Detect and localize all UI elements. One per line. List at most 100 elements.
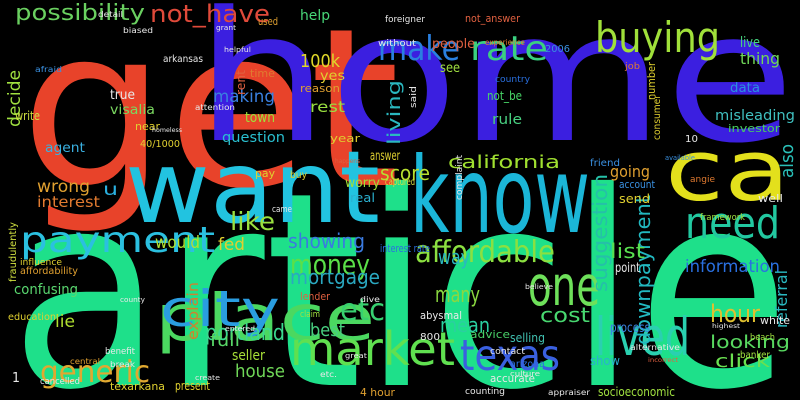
- word: misleading: [715, 108, 795, 124]
- word: detail: [98, 10, 123, 19]
- word: texarkana: [110, 380, 165, 393]
- word: arkansas: [163, 54, 203, 65]
- word: living: [384, 80, 405, 145]
- word: rate: [470, 29, 548, 69]
- word: influence: [20, 258, 62, 268]
- word: full: [210, 330, 240, 351]
- word: making: [213, 87, 275, 107]
- word: also: [777, 144, 798, 178]
- word: write: [15, 109, 40, 123]
- word: happens: [335, 158, 360, 165]
- word: selling: [510, 331, 545, 345]
- word: well: [758, 192, 783, 205]
- word: affordable: [415, 235, 555, 270]
- word: market: [290, 322, 455, 376]
- word: home: [195, 0, 795, 183]
- word: question: [222, 130, 285, 146]
- word: cost: [540, 303, 590, 327]
- word: pay: [255, 167, 275, 180]
- word: number: [645, 62, 658, 100]
- word: fraudulently: [8, 222, 19, 282]
- word: information: [685, 257, 780, 277]
- word: came: [272, 205, 292, 215]
- word: benefit: [105, 347, 135, 357]
- word: way: [438, 245, 470, 269]
- word: worry: [345, 176, 380, 191]
- word: like: [230, 207, 275, 236]
- word: near: [135, 120, 160, 133]
- word: grant: [216, 24, 236, 32]
- word: friend: [590, 158, 620, 169]
- word: buy: [290, 170, 307, 181]
- word: angie: [690, 175, 715, 185]
- word: county: [120, 296, 145, 304]
- word: account: [619, 178, 656, 191]
- word: place: [155, 282, 375, 356]
- word: 4 hour: [360, 386, 395, 399]
- word: texas: [460, 331, 560, 381]
- word: data: [730, 81, 760, 96]
- word: dive: [360, 295, 380, 304]
- word: ca: [665, 122, 790, 221]
- word: fed: [218, 235, 245, 255]
- word: interest: [37, 193, 100, 211]
- word: central: [70, 357, 100, 366]
- word: mortgage: [290, 265, 380, 289]
- word: lie: [55, 312, 75, 332]
- word: send: [619, 192, 650, 206]
- word: incorrect: [648, 357, 679, 364]
- word: homeless: [152, 127, 182, 134]
- word: present: [175, 379, 210, 393]
- word: portland: [205, 321, 285, 346]
- word: banker: [740, 350, 771, 361]
- word: referral: [772, 270, 791, 328]
- word: white: [760, 314, 790, 327]
- word: etc.: [320, 370, 337, 379]
- word: showing: [288, 229, 365, 253]
- word: get: [20, 0, 400, 237]
- word: city: [160, 280, 280, 338]
- word: rule: [492, 112, 522, 128]
- word: interest rate: [380, 242, 430, 255]
- word: culture: [510, 370, 540, 378]
- word: real: [350, 191, 375, 205]
- word: available: [665, 154, 695, 162]
- word: 10: [685, 134, 698, 145]
- word: agent: [45, 141, 85, 156]
- word: said: [409, 86, 419, 108]
- word: reason: [300, 82, 340, 95]
- word: affordability: [20, 266, 78, 277]
- word: hour: [710, 300, 760, 328]
- word: looking: [710, 332, 790, 353]
- word: country: [495, 75, 531, 85]
- word: entered: [225, 325, 255, 333]
- word: not_have: [150, 0, 270, 28]
- word: want: [125, 129, 380, 246]
- word: wrong: [37, 177, 90, 197]
- word: seller: [232, 348, 265, 364]
- word: advice: [470, 328, 510, 341]
- word: house: [235, 361, 285, 382]
- word: buying: [595, 13, 720, 62]
- word: people: [432, 37, 475, 52]
- word: etc: [340, 293, 385, 328]
- word: answer: [370, 149, 400, 164]
- word: contact: [490, 347, 525, 357]
- word: help: [300, 8, 330, 24]
- word: socioeconomic: [598, 385, 675, 399]
- word: mean: [440, 313, 490, 337]
- word: education: [8, 312, 56, 323]
- word: appraiser: [548, 388, 591, 397]
- word: town: [245, 110, 275, 126]
- word: alternative: [630, 343, 680, 352]
- word: suggestion: [588, 174, 612, 292]
- word: without: [378, 39, 417, 49]
- word: 40/1000: [140, 139, 180, 150]
- word: investor: [728, 122, 781, 135]
- word: u: [103, 180, 118, 200]
- word: confusing: [14, 282, 78, 298]
- word: live: [740, 35, 760, 51]
- word: not_be: [487, 89, 522, 103]
- word: foreigner: [385, 15, 425, 25]
